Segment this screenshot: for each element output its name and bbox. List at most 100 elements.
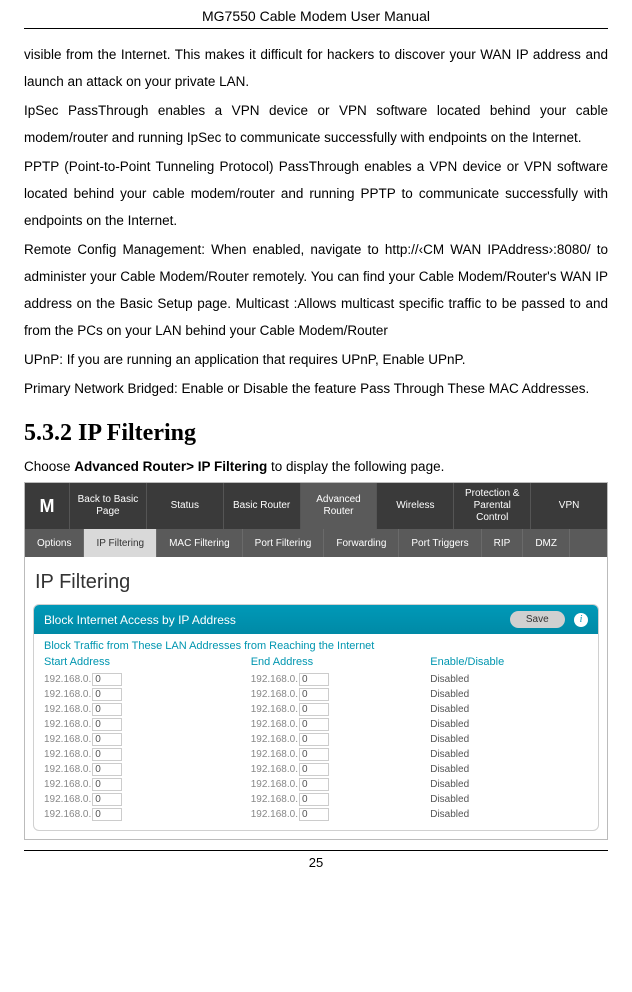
start-octet-input[interactable] — [92, 748, 122, 761]
end-octet-input[interactable] — [299, 703, 329, 716]
status-cell[interactable]: Disabled — [430, 704, 588, 715]
status-cell[interactable]: Disabled — [430, 809, 588, 820]
start-octet-input[interactable] — [92, 733, 122, 746]
end-octet-input[interactable] — [299, 718, 329, 731]
page-number: 25 — [24, 850, 608, 870]
status-cell[interactable]: Disabled — [430, 794, 588, 805]
start-octet-input[interactable] — [92, 763, 122, 776]
end-address-cell: 192.168.0. — [251, 688, 431, 701]
panel-subtitle: Block Traffic from These LAN Addresses f… — [34, 634, 598, 654]
ip-prefix: 192.168.0. — [44, 674, 91, 685]
col-start-address: Start Address — [44, 656, 251, 668]
subnav-forwarding[interactable]: Forwarding — [324, 529, 399, 557]
ip-prefix: 192.168.0. — [251, 779, 298, 790]
router-screenshot: M Back to Basic Page Status Basic Router… — [24, 482, 608, 840]
ip-prefix: 192.168.0. — [44, 749, 91, 760]
end-address-cell: 192.168.0. — [251, 808, 431, 821]
subnav-port-filtering[interactable]: Port Filtering — [243, 529, 325, 557]
paragraph-6: Primary Network Bridged: Enable or Disab… — [24, 375, 608, 402]
panel-title: IP Filtering — [25, 557, 607, 604]
ip-row: 192.168.0.192.168.0. Disabled — [44, 732, 588, 747]
end-octet-input[interactable] — [299, 688, 329, 701]
instruction-text: Choose Advanced Router> IP Filtering to … — [24, 459, 608, 474]
start-octet-input[interactable] — [92, 793, 122, 806]
ip-prefix: 192.168.0. — [251, 809, 298, 820]
panel-header: Block Internet Access by IP Address Save… — [34, 605, 598, 634]
end-octet-input[interactable] — [299, 673, 329, 686]
instruction-pre: Choose — [24, 459, 74, 474]
status-cell[interactable]: Disabled — [430, 779, 588, 790]
start-address-cell: 192.168.0. — [44, 748, 251, 761]
subnav-dmz[interactable]: DMZ — [523, 529, 570, 557]
nav-status[interactable]: Status — [146, 483, 223, 529]
status-cell[interactable]: Disabled — [430, 674, 588, 685]
start-octet-input[interactable] — [92, 688, 122, 701]
subnav-mac-filtering[interactable]: MAC Filtering — [157, 529, 243, 557]
section-heading: 5.3.2 IP Filtering — [24, 420, 608, 447]
end-octet-input[interactable] — [299, 733, 329, 746]
paragraph-3: PPTP (Point-to-Point Tunneling Protocol)… — [24, 153, 608, 234]
status-cell[interactable]: Disabled — [430, 719, 588, 730]
ip-row: 192.168.0. 192.168.0. Disabled — [44, 747, 588, 762]
start-address-cell: 192.168.0. — [44, 718, 251, 731]
ip-prefix: 192.168.0. — [44, 794, 91, 805]
ip-prefix: 192.168.0. — [251, 734, 298, 745]
info-icon[interactable]: i — [574, 613, 588, 627]
instruction-bold: Advanced Router> IP Filtering — [74, 459, 267, 474]
start-octet-input[interactable] — [92, 673, 122, 686]
end-octet-input[interactable] — [299, 808, 329, 821]
start-octet-input[interactable] — [92, 808, 122, 821]
ip-prefix: 192.168.0. — [251, 719, 298, 730]
logo-icon[interactable]: M — [25, 483, 69, 529]
start-address-cell: 192.168.0. — [44, 793, 251, 806]
ip-prefix: 192.168.0. — [251, 689, 298, 700]
end-address-cell: 192.168.0. — [251, 748, 431, 761]
nav-wireless[interactable]: Wireless — [376, 483, 453, 529]
sub-nav: Options IP Filtering MAC Filtering Port … — [25, 529, 607, 557]
panel-header-actions: Save i — [510, 611, 588, 628]
ip-prefix: 192.168.0. — [251, 764, 298, 775]
subnav-port-triggers[interactable]: Port Triggers — [399, 529, 481, 557]
end-address-cell: 192.168.0. — [251, 733, 431, 746]
ip-row: 192.168.0. 192.168.0. Disabled — [44, 777, 588, 792]
start-octet-input[interactable] — [92, 718, 122, 731]
ip-prefix: 192.168.0. — [44, 719, 91, 730]
status-cell[interactable]: Disabled — [430, 749, 588, 760]
status-cell[interactable]: Disabled — [430, 764, 588, 775]
nav-protection[interactable]: Protection & Parental Control — [453, 483, 530, 529]
ip-rows-container: 192.168.0.192.168.0.Disabled192.168.0.19… — [34, 672, 598, 830]
start-octet-input[interactable] — [92, 703, 122, 716]
end-octet-input[interactable] — [299, 793, 329, 806]
nav-basic-router[interactable]: Basic Router — [223, 483, 300, 529]
subnav-rip[interactable]: RIP — [482, 529, 524, 557]
end-octet-input[interactable] — [299, 763, 329, 776]
subnav-options[interactable]: Options — [25, 529, 84, 557]
ip-prefix: 192.168.0. — [44, 779, 91, 790]
ip-prefix: 192.168.0. — [251, 674, 298, 685]
ip-prefix: 192.168.0. — [44, 689, 91, 700]
subnav-ip-filtering[interactable]: IP Filtering — [84, 529, 157, 557]
ip-row: 192.168.0. 192.168.0. Disabled — [44, 807, 588, 822]
ip-prefix: 192.168.0. — [251, 794, 298, 805]
nav-vpn[interactable]: VPN — [530, 483, 607, 529]
panel-header-text: Block Internet Access by IP Address — [44, 613, 236, 627]
start-octet-input[interactable] — [92, 778, 122, 791]
status-cell[interactable]: Disabled — [430, 734, 588, 745]
end-octet-input[interactable] — [299, 778, 329, 791]
start-address-cell: 192.168.0. — [44, 673, 251, 686]
nav-advanced-router[interactable]: Advanced Router — [300, 483, 377, 529]
ip-row: 192.168.0.192.168.0.Disabled — [44, 702, 588, 717]
paragraph-5: UPnP: If you are running an application … — [24, 346, 608, 373]
nav-back[interactable]: Back to Basic Page — [69, 483, 146, 529]
doc-header: MG7550 Cable Modem User Manual — [24, 8, 608, 29]
status-cell[interactable]: Disabled — [430, 689, 588, 700]
end-address-cell: 192.168.0. — [251, 703, 431, 716]
ip-prefix: 192.168.0. — [44, 809, 91, 820]
end-address-cell: 192.168.0. — [251, 793, 431, 806]
ip-prefix: 192.168.0. — [251, 749, 298, 760]
main-nav: M Back to Basic Page Status Basic Router… — [25, 483, 607, 529]
end-octet-input[interactable] — [299, 748, 329, 761]
save-button[interactable]: Save — [510, 611, 565, 628]
start-address-cell: 192.168.0. — [44, 733, 251, 746]
end-address-cell: 192.168.0. — [251, 673, 431, 686]
